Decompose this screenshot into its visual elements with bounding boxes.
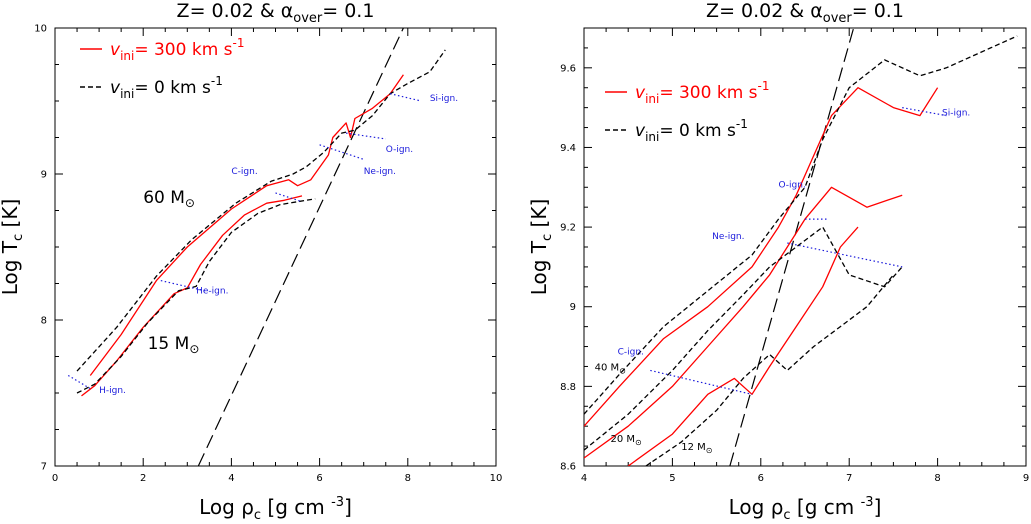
mass-label: 20 M⊙ [611,434,642,447]
y-tick-label: 10 [34,24,47,35]
x-axis-label: Log ρc [g cm -3] [729,495,882,523]
y-tick-label: 9.4 [560,143,576,154]
x-tick-label: 0 [52,473,58,484]
y-axis-label: Log Tc [K] [527,199,555,296]
ignition-line [902,107,947,117]
legend-label: vini= 300 km s-1 [110,36,244,63]
y-tick-label: 7 [41,462,47,473]
ignition-label: Ne-ign. [712,232,744,242]
ignition-label: Si-ign. [942,109,970,119]
x-tick-label: 5 [669,473,675,484]
ignition-line [275,192,303,203]
legend-label: vini= 0 km s-1 [110,74,223,101]
x-tick-label: 6 [316,473,322,484]
ignition-label: O-ign. [386,145,413,155]
x-tick-label: 7 [846,473,852,484]
series-line [645,274,894,466]
x-tick-label: 10 [490,473,503,484]
x-tick-label: 9 [1023,473,1029,484]
ignition-label: C-ign. [231,167,257,177]
mass-label: 15 M⊙ [148,334,200,356]
chart-title: Z= 0.02 & αover= 0.1 [706,0,904,26]
mass-label: 60 M⊙ [143,188,195,210]
legend-label: vini= 0 km s-1 [635,117,748,144]
mass-label: 40 M⊙ [595,362,626,375]
y-tick-label: 9.6 [560,63,576,74]
x-tick-label: 4 [228,473,234,484]
ignition-label: He-ign. [196,287,228,297]
x-tick-label: 8 [934,473,940,484]
ignition-line [345,132,386,140]
sun-symbol-icon: ⊙ [706,446,713,455]
series-line [76,198,316,394]
x-tick-label: 4 [581,473,587,484]
x-tick-label: 8 [405,473,411,484]
reference-line [197,28,404,466]
y-axis-label: Log Tc [K] [0,199,26,296]
series-line [81,195,303,397]
sun-symbol-icon: ⊙ [635,438,642,447]
series-line [76,49,446,372]
x-tick-label: 6 [758,473,764,484]
reference-line [729,28,855,466]
panel-1: 0 2 4 6 8 10 7 8 9 10 Z= 0.02 & αover= 0.1 Log ρc [… [0,0,502,523]
ignition-line [390,93,422,102]
sun-symbol-icon: ⊙ [185,196,195,210]
ignition-line [67,374,91,390]
sun-symbol-icon: ⊙ [189,342,199,356]
mass-label: 12 M⊙ [681,442,712,455]
legend-label: vini= 300 km s-1 [635,79,769,106]
y-tick-label: 9.2 [560,223,576,234]
series-line [584,87,939,427]
y-tick-label: 9 [570,302,576,313]
y-tick-label: 8 [41,316,47,327]
x-tick-label: 2 [140,473,146,484]
chart-title: Z= 0.02 & αover= 0.1 [177,0,375,26]
ignition-label: O-ign. [778,180,805,190]
ignition-label: C-ign. [618,348,644,358]
y-tick-label: 8.8 [560,382,576,393]
ignition-line [787,242,903,268]
ignition-label: Si-ign. [430,94,458,104]
series-line [584,186,903,459]
plot-area [584,28,1018,466]
ignition-line [650,369,753,395]
panel-2: 4 5 6 7 8 9 8.6 8.8 9 9.2 9.4 9.6 Z= 0.02 & αover= 0… [527,0,1029,523]
series-line [627,226,859,466]
ignition-label: H-ign. [99,386,126,396]
plot-area [67,28,446,466]
y-tick-label: 8.6 [560,462,576,473]
x-axis-label: Log ρc [g cm -3] [199,495,352,523]
series-line [584,226,903,451]
series-line [89,74,404,376]
y-tick-label: 9 [41,170,47,181]
sun-symbol-icon: ⊙ [619,366,626,375]
ignition-label: Ne-ign. [364,167,396,177]
